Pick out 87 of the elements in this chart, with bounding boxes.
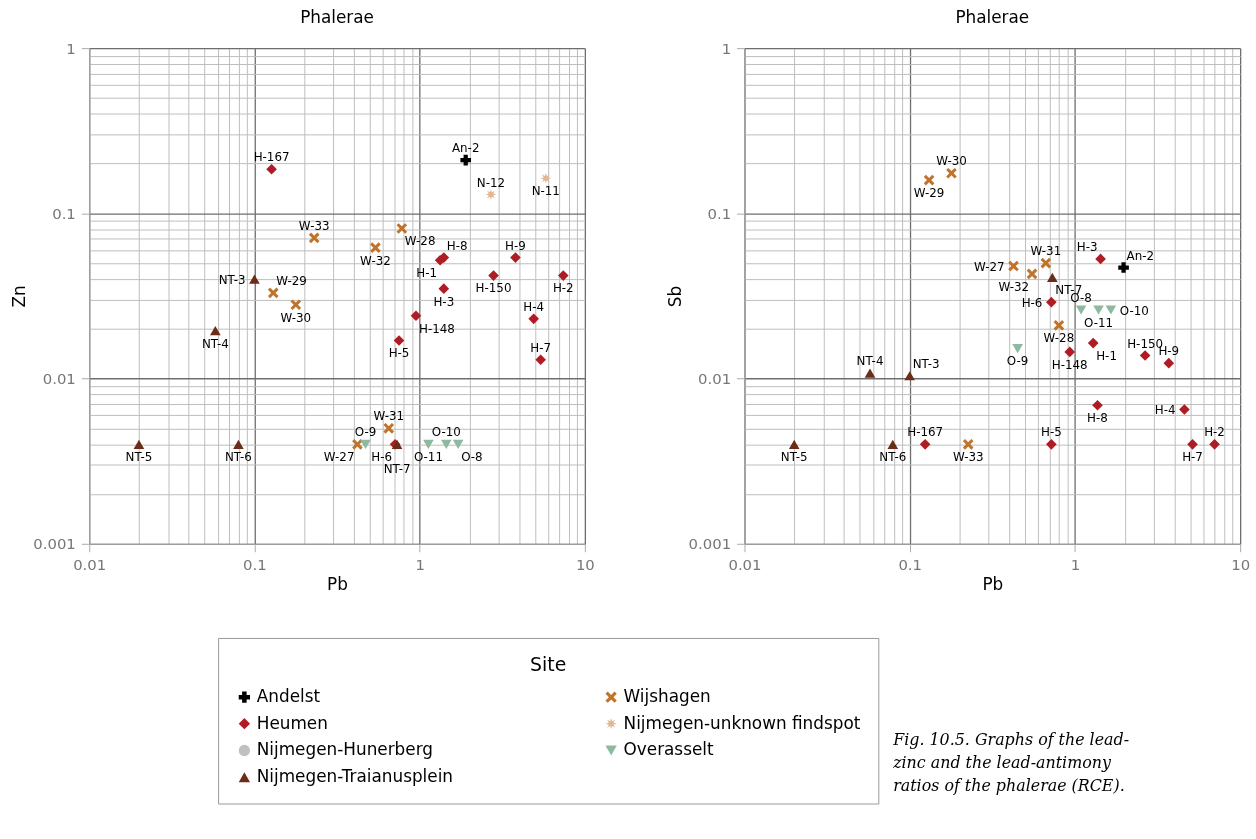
data-label: NT-3 xyxy=(218,273,246,288)
x-tick-label: 0.1 xyxy=(243,556,267,575)
data-label: O-11 xyxy=(1084,315,1114,330)
data-label: W-28 xyxy=(404,234,436,249)
x-tick-label: 1 xyxy=(415,556,425,575)
legend-label: Nijmegen-Hunerberg xyxy=(256,739,433,760)
data-label: H-8 xyxy=(446,238,468,253)
x-axis-title: Pb xyxy=(982,573,1004,594)
data-label: N-11 xyxy=(531,184,560,199)
y-tick-label: 0.01 xyxy=(42,370,76,389)
data-label: NT-5 xyxy=(780,450,808,465)
data-label: O-10 xyxy=(431,425,461,440)
data-label: H-5 xyxy=(388,346,410,361)
data-label: W-30 xyxy=(280,310,312,325)
x-tick-label: 0.1 xyxy=(898,556,923,575)
data-label: H-3 xyxy=(433,294,455,309)
data-label: W-33 xyxy=(952,450,984,465)
data-label: NT-7 xyxy=(383,462,411,477)
y-tick-label: 1 xyxy=(66,39,76,58)
data-label: H-4 xyxy=(523,299,545,314)
data-label: O-8 xyxy=(461,450,483,465)
data-label: W-31 xyxy=(1030,244,1062,259)
chart-title: Phalerae xyxy=(955,7,1030,28)
data-label: H-4 xyxy=(1154,403,1176,418)
caption: Fig. 10.5. Graphs of the lead-zinc and the lead-antimony ratios of the phalerae (RCE). xyxy=(892,730,1130,795)
data-label: NT-6 xyxy=(224,450,252,465)
data-label: H-167 xyxy=(253,150,290,165)
data-label: N-12 xyxy=(476,175,506,190)
data-label: H-6 xyxy=(371,450,393,465)
data-label: H-148 xyxy=(418,321,455,336)
data-label: W-33 xyxy=(298,219,330,233)
x-tick-label: 10 xyxy=(1231,556,1251,575)
data-label: W-31 xyxy=(373,409,405,424)
x-tick-label: 0.01 xyxy=(73,556,107,575)
data-label: H-9 xyxy=(505,238,526,253)
data-label: H-1 xyxy=(1096,348,1117,363)
legend-label: Nijmegen-unknown findspot xyxy=(623,712,861,733)
chart-title: Phalerae xyxy=(300,7,374,28)
legend-title: Site xyxy=(530,653,567,675)
data-label: H-8 xyxy=(1087,411,1108,426)
data-label: H-150 xyxy=(475,281,512,296)
data-label: O-9 xyxy=(1006,354,1029,369)
data-label: H-3 xyxy=(1076,239,1098,254)
data-label: O-11 xyxy=(413,450,443,465)
data-label: W-27 xyxy=(323,450,355,465)
data-label: NT-5 xyxy=(125,450,153,465)
y-tick-label: 1 xyxy=(721,39,732,58)
y-tick-label: 0.1 xyxy=(52,204,76,223)
data-label: An-2 xyxy=(451,141,480,156)
y-axis-title: Sb xyxy=(664,285,685,308)
data-label: W-27 xyxy=(973,259,1005,274)
y-tick-label: 0.01 xyxy=(698,370,732,389)
x-tick-label: 0.01 xyxy=(728,556,762,575)
data-label: H-167 xyxy=(907,425,944,440)
data-label: NT-3 xyxy=(912,356,940,371)
legend-label: Andelst xyxy=(256,686,321,707)
data-label: H-2 xyxy=(1204,425,1225,440)
data-label: H-7 xyxy=(1182,450,1203,465)
data-label: W-29 xyxy=(276,273,307,288)
data-label: H-2 xyxy=(552,281,574,296)
legend-label: Nijmegen-Traianusplein xyxy=(256,766,454,787)
data-label: H-148 xyxy=(1051,357,1088,372)
data-label: O-9 xyxy=(354,425,377,440)
data-label: NT-6 xyxy=(879,450,907,465)
legend-label: Heumen xyxy=(256,712,328,733)
data-label: H-7 xyxy=(530,340,552,355)
x-tick-label: 10 xyxy=(575,556,595,575)
x-tick-label: 1 xyxy=(1070,556,1081,575)
data-label: NT-4 xyxy=(201,336,229,351)
y-tick-label: 0.1 xyxy=(707,204,732,223)
data-label: H-1 xyxy=(416,266,438,281)
data-label: W-32 xyxy=(360,253,391,268)
data-label: W-30 xyxy=(936,154,967,169)
legend-label: Wijshagen xyxy=(623,686,711,707)
data-label: NT-4 xyxy=(856,354,884,369)
legend-label: Overasselt xyxy=(623,739,714,760)
data-label: W-28 xyxy=(1043,331,1075,346)
data-label: H-6 xyxy=(1021,296,1043,311)
data-label: H-5 xyxy=(1040,425,1062,440)
data-label: An-2 xyxy=(1126,248,1155,263)
data-label: W-32 xyxy=(998,279,1030,294)
y-axis-title: Zn xyxy=(9,285,30,308)
y-tick-label: 0.001 xyxy=(33,535,76,554)
x-axis-title: Pb xyxy=(327,573,348,594)
data-label: W-29 xyxy=(913,185,945,200)
data-label: O-10 xyxy=(1119,303,1149,318)
y-tick-label: 0.001 xyxy=(688,535,732,554)
